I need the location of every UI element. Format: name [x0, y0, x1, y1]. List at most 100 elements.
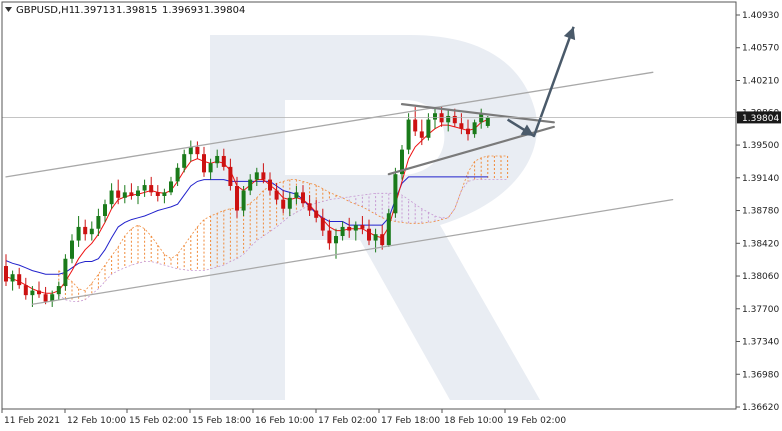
candle [340, 221, 345, 241]
candle-body [334, 236, 338, 244]
candle [221, 148, 226, 171]
candle [63, 254, 68, 291]
candle-body [116, 190, 121, 198]
channel-lower-line [31, 198, 674, 305]
candle-body [129, 192, 134, 196]
y-tick-label: 1.37340 [742, 338, 779, 348]
x-tick-label: 17 Feb 18:00 [381, 416, 440, 426]
candle [83, 219, 88, 241]
candle-body [235, 185, 239, 211]
candle-body [254, 172, 259, 180]
triangle-top-line [400, 103, 555, 124]
forecast-arrow-head-down [520, 124, 534, 136]
candle-body [63, 258, 68, 287]
candle [43, 286, 48, 305]
candle [459, 113, 464, 135]
x-tick-label: 15 Feb 18:00 [192, 416, 251, 426]
y-tick-label: 1.38420 [742, 239, 779, 249]
candle [353, 221, 358, 241]
candle [386, 208, 391, 247]
candle [268, 172, 272, 196]
candle-body [261, 172, 266, 180]
y-tick-label: 1.40570 [742, 44, 779, 54]
symbol-label: GBPUSD,H1 [16, 5, 75, 16]
candle-body [347, 226, 352, 231]
candle-body [215, 155, 220, 164]
x-tick-label: 19 Feb 02:00 [507, 416, 566, 426]
drawings [2, 26, 736, 305]
candle-body [202, 154, 206, 173]
candle-body [23, 285, 28, 296]
candle-body [188, 146, 193, 155]
current-price-label-bg [737, 111, 781, 124]
y-tick-label: 1.40930 [742, 11, 779, 21]
indicator-lines [5, 119, 508, 302]
candle [169, 176, 173, 196]
candle-body [89, 228, 94, 235]
candle [235, 176, 239, 218]
candle-body [446, 115, 451, 123]
candle [347, 217, 352, 238]
candle [393, 167, 398, 218]
candle-body [169, 181, 173, 193]
candle [254, 167, 259, 186]
candle-body [406, 119, 411, 150]
candle-body [314, 210, 319, 218]
candle [320, 208, 325, 237]
candle [37, 281, 41, 298]
candle [446, 110, 451, 132]
x-tick-label: 16 Feb 10:00 [255, 416, 314, 426]
candle [175, 163, 180, 186]
candle-body [76, 226, 81, 241]
candle [109, 183, 114, 209]
candle [17, 267, 22, 289]
candle [485, 115, 490, 128]
candle-body [320, 217, 325, 231]
candle-body [182, 154, 187, 168]
watermark-logo [210, 35, 540, 400]
y-tick-label: 1.39500 [742, 141, 779, 151]
candle-body [228, 166, 233, 186]
candle-body [43, 294, 48, 302]
candle-body [386, 213, 391, 246]
candle [433, 108, 437, 129]
candle-body [155, 192, 160, 196]
candle-body [208, 163, 213, 173]
candle [56, 281, 61, 300]
candle-body [452, 115, 457, 124]
x-tick-label: 11 Feb 2021 [4, 416, 60, 426]
candle [334, 228, 338, 259]
candle-body [30, 290, 35, 296]
ohlc-high: 1.39815 [116, 5, 157, 16]
dropdown-triangle-icon[interactable] [5, 7, 12, 12]
candle [327, 219, 332, 250]
candle [241, 185, 246, 217]
candle [149, 176, 154, 196]
candle [76, 216, 81, 247]
candle [208, 158, 213, 180]
y-tick-label: 1.37700 [742, 305, 779, 315]
candle [89, 221, 94, 241]
candle [248, 174, 253, 196]
candle-body [426, 119, 431, 138]
candle [314, 199, 319, 223]
candle [116, 179, 121, 205]
candle [23, 277, 28, 300]
candle-body [195, 146, 200, 155]
candle-body [96, 216, 101, 229]
watermark-shape [210, 35, 540, 400]
candle [287, 192, 292, 217]
candle-body [281, 199, 286, 209]
candle-body [413, 119, 418, 132]
ohlc-low: 1.39693 [162, 5, 203, 16]
candle [274, 183, 279, 205]
chart-header: GBPUSD,H1 1.39713 1.39815 1.39693 1.3980… [5, 5, 245, 16]
candle-body [274, 190, 279, 200]
candle [367, 219, 371, 246]
ohlc-open: 1.39713 [74, 5, 115, 16]
senkou-span-b [58, 179, 508, 302]
candle-body [459, 123, 464, 129]
